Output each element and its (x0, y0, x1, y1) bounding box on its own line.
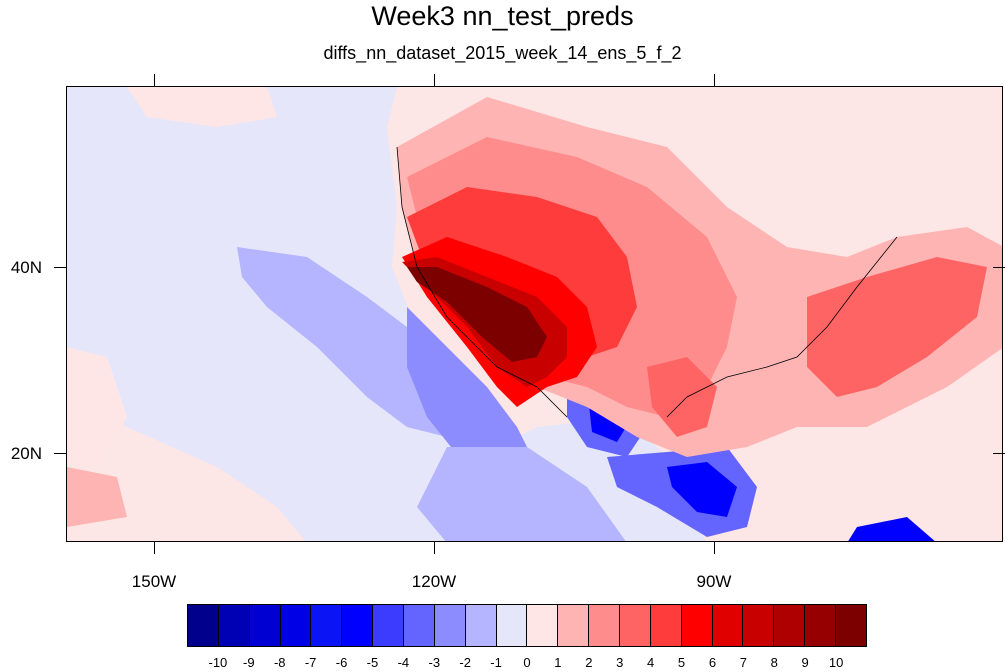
colorbar-label: -1 (490, 655, 502, 670)
colorbar-swatch (465, 605, 497, 646)
colorbar-swatch (188, 605, 219, 646)
colorbar-label: -5 (366, 655, 379, 670)
colorbar-swatch (620, 605, 651, 646)
colorbar-swatch (373, 605, 405, 646)
colorbar-label: 6 (708, 655, 717, 670)
lon-label-150w: 150W (131, 572, 177, 591)
blue-offshore-band-2 (407, 307, 537, 487)
colorbar-label: 0 (523, 655, 531, 670)
plot-title: Week3 nn_test_preds (371, 1, 634, 31)
colorbar-swatch (218, 605, 250, 646)
colorbar-label: -2 (459, 655, 471, 670)
colorbar-label: 5 (677, 655, 686, 670)
colorbar-label: -6 (335, 655, 348, 670)
colorbar-label: 3 (616, 655, 624, 670)
lon-tick-top (714, 74, 715, 86)
lon-label-90w: 90W (696, 572, 732, 591)
colorbar-label: 2 (585, 655, 593, 670)
colorbar-swatch (496, 605, 528, 646)
colorbar-label: 7 (739, 655, 747, 670)
lon-tick-top (434, 74, 435, 86)
blue-offshore-band (237, 247, 457, 437)
pink-ocean-patch-2 (67, 467, 127, 527)
lon-tick-top (154, 74, 155, 86)
colorbar-swatch (681, 605, 713, 646)
anomaly-field (67, 87, 1002, 541)
lon-label-120w: 120W (411, 572, 457, 591)
blue-caribbean-core (667, 462, 737, 517)
lat-label-20n: 20N (10, 444, 42, 463)
lon-tick-bottom (434, 542, 435, 554)
colorbar-label: -4 (397, 655, 410, 670)
colorbar-swatch (589, 605, 621, 646)
lat-tick-left (54, 267, 66, 268)
lat-tick-right (993, 453, 1005, 454)
colorbar-label: -9 (243, 655, 255, 670)
colorbar-swatch (311, 605, 343, 646)
colorbar-swatch (342, 605, 374, 646)
colorbar-swatch (558, 605, 590, 646)
plot-subtitle: diffs_nn_dataset_2015_week_14_ens_5_f_2 (323, 43, 682, 63)
colorbar-swatch (836, 605, 866, 646)
red-east-band (807, 257, 987, 397)
coastline (396, 146, 898, 418)
lat-tick-left (54, 453, 66, 454)
colorbar-swatch (404, 605, 435, 646)
map-panel (66, 86, 1003, 542)
colorbar-label: 8 (770, 655, 778, 670)
colorbar-swatch (249, 605, 281, 646)
colorbar-label: 1 (554, 655, 562, 670)
colorbar-label: -7 (304, 655, 317, 670)
pink-ocean-patch (67, 347, 127, 467)
colorbar-swatch (280, 605, 312, 646)
pink-ocean-patch-3 (127, 87, 277, 127)
colorbar-label: -8 (273, 655, 286, 670)
colorbar-swatch (805, 605, 837, 646)
lat-tick-right (993, 267, 1005, 268)
colorbar-swatch (434, 605, 466, 646)
colorbar-swatch (774, 605, 806, 646)
colorbar-label: 9 (801, 655, 809, 670)
lon-tick-bottom (714, 542, 715, 554)
colorbar-swatch (650, 605, 682, 646)
colorbar-swatch (743, 605, 775, 646)
blue-se-corner (848, 517, 935, 541)
red-gulf-region (647, 357, 717, 437)
colorbar-swatch (527, 605, 559, 646)
colorbar-label: 10 (828, 655, 844, 670)
red-darkest-core (407, 267, 547, 362)
colorbar-label: -3 (428, 655, 441, 670)
lon-tick-bottom (154, 542, 155, 554)
colorbar-label: -10 (208, 655, 228, 670)
colorbar (187, 604, 867, 647)
blue-south-region (417, 447, 626, 541)
colorbar-label: 4 (647, 655, 655, 670)
lat-label-40n: 40N (10, 258, 42, 277)
colorbar-swatch (712, 605, 744, 646)
